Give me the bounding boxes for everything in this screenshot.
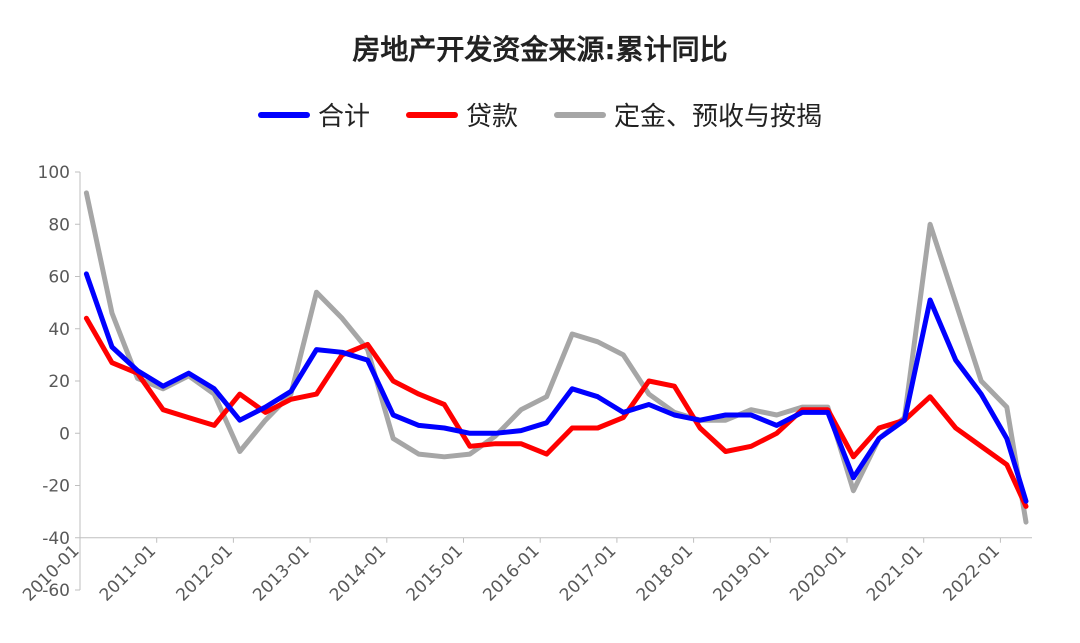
legend-label-loans: 贷款 [465,102,518,132]
y-tick-label: 0 [59,424,70,444]
y-tick-label: 60 [48,268,70,288]
x-tick-label: 2022-01 [940,541,1004,605]
x-tick-label: 2021-01 [863,541,927,605]
series-line-total [83,271,1029,504]
legend-swatch-total [257,111,310,118]
y-tick-label: 100 [38,163,70,183]
x-tick-label: 2011-01 [96,541,160,605]
legend-label-total: 合计 [317,102,370,132]
y-tick-label: 20 [48,372,70,392]
x-tick-label: 2020-01 [786,541,850,605]
x-tick-label: 2013-01 [249,541,313,605]
legend-label-deposits: 定金、预收与按揭 [614,102,823,132]
x-tick-label: 2019-01 [709,541,773,605]
x-tick-label: 2014-01 [326,541,390,605]
x-tick-label: 2016-01 [479,541,543,605]
chart-legend: 合计 贷款 定金、预收与按揭 [0,96,1080,133]
y-tick-label: -20 [42,477,70,497]
legend-entry-deposits: 定金、预收与按揭 [554,96,822,133]
legend-entry-loans: 贷款 [405,96,518,133]
y-tick-label: -40 [42,529,70,549]
legend-swatch-loans [405,111,458,118]
y-tick-label: 80 [48,215,70,235]
legend-entry-total: 合计 [257,96,370,133]
y-tick-label: -60 [42,581,70,601]
series-line-deposits [83,190,1029,525]
x-tick-label: 2015-01 [403,541,467,605]
x-tick-label: 2018-01 [633,541,697,605]
series-line-loans [83,315,1029,509]
x-tick-label: 2012-01 [173,541,237,605]
y-tick-label: 40 [48,320,70,340]
chart-title: 房地产开发资金来源:累计同比 [352,33,728,66]
legend-swatch-deposits [554,111,606,118]
x-tick-label: 2017-01 [556,541,620,605]
